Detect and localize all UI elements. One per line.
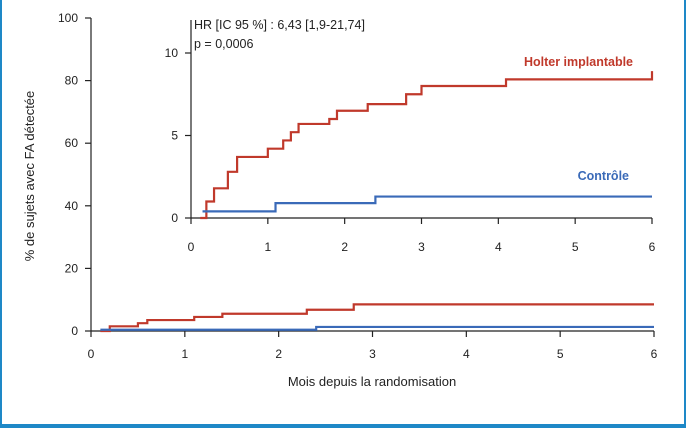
inset-x-tick-label: 0	[188, 240, 195, 254]
main-series-holter	[100, 303, 654, 333]
inset-y-tick-label: 0	[171, 211, 178, 225]
main-x-tick-label: 3	[369, 347, 376, 361]
inset-series-controle	[202, 195, 652, 213]
inset-series	[200, 71, 654, 220]
legend-controle-label: Contrôle	[578, 169, 629, 183]
main-y-tick-label: 60	[65, 136, 79, 150]
inset-x-tick-label: 5	[572, 240, 579, 254]
main-series	[100, 303, 654, 333]
x-axis-label: Mois depuis la randomisation	[288, 374, 456, 389]
inset-series-holter	[200, 71, 654, 220]
inset-x-tick-label: 1	[264, 240, 271, 254]
inset-x-tick-label: 3	[418, 240, 425, 254]
main-y-tick-label: 0	[71, 324, 78, 338]
main-x-tick-label: 4	[463, 347, 470, 361]
main-y-tick-label: 40	[65, 199, 79, 213]
main-x-tick-label: 6	[651, 347, 658, 361]
inset-y-tick-label: 5	[171, 129, 178, 143]
main-x-tick-label: 2	[275, 347, 282, 361]
y-axis-label: % de sujets avec FA détectée	[22, 91, 37, 262]
inset-x-tick-label: 6	[649, 240, 656, 254]
inset-y-tick-label: 10	[165, 46, 179, 60]
main-y-tick-label: 80	[65, 74, 79, 88]
main-y-tick-label: 20	[65, 261, 79, 275]
main-series-controle	[100, 325, 654, 331]
inset-x-tick-label: 2	[341, 240, 348, 254]
main-x-tick-label: 5	[557, 347, 564, 361]
hr-annotation: HR [IC 95 %] : 6,43 [1,9-21,74]	[194, 18, 365, 32]
p-value-annotation: p = 0,0006	[194, 37, 253, 51]
inset-x-tick-label: 4	[495, 240, 502, 254]
inset-axes: 0 5 10 0 1 2 3 4 5 6	[165, 20, 656, 254]
main-x-tick-label: 1	[181, 347, 188, 361]
legend-holter-label: Holter implantable	[524, 55, 633, 69]
main-x-tick-label: 0	[88, 347, 95, 361]
main-y-tick-label: 100	[58, 11, 78, 25]
